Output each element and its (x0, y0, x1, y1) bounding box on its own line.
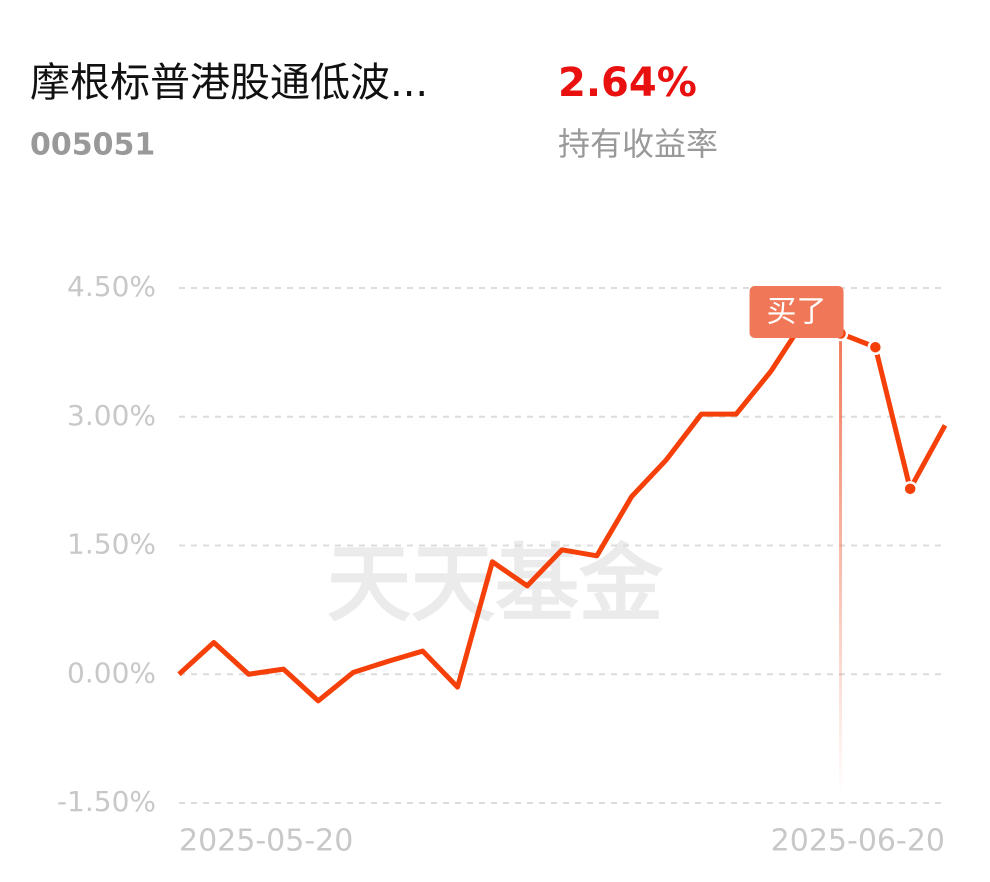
x-tick-label: 2025-06-20 (771, 824, 945, 859)
line (177, 315, 948, 704)
buy-line (839, 333, 843, 795)
buy-tag-label: 买了 (767, 295, 827, 330)
return-value: 2.64% (558, 60, 697, 106)
dot (867, 339, 884, 355)
return-label: 持有收益率 (558, 125, 718, 163)
watermark: 天天基金 (327, 535, 664, 633)
fund-code: 005051 (30, 128, 155, 163)
y-tick-label: 3.00% (67, 399, 156, 432)
y-tick-label: 4.50% (67, 270, 156, 303)
y-tick-label: 0.00% (67, 656, 156, 689)
buy-tag (749, 286, 844, 338)
y-tick-label: -1.50% (57, 785, 156, 818)
dot (902, 481, 918, 497)
fund-title: 摩根标普港股通低波... (30, 60, 428, 106)
y-tick-label: 1.50% (67, 528, 156, 561)
x-tick-label: 2025-05-20 (179, 824, 353, 859)
plot: -1.50% 0.00% 1.50% 3.00% 4.50% 2025-05-20 2025… (57, 270, 948, 859)
